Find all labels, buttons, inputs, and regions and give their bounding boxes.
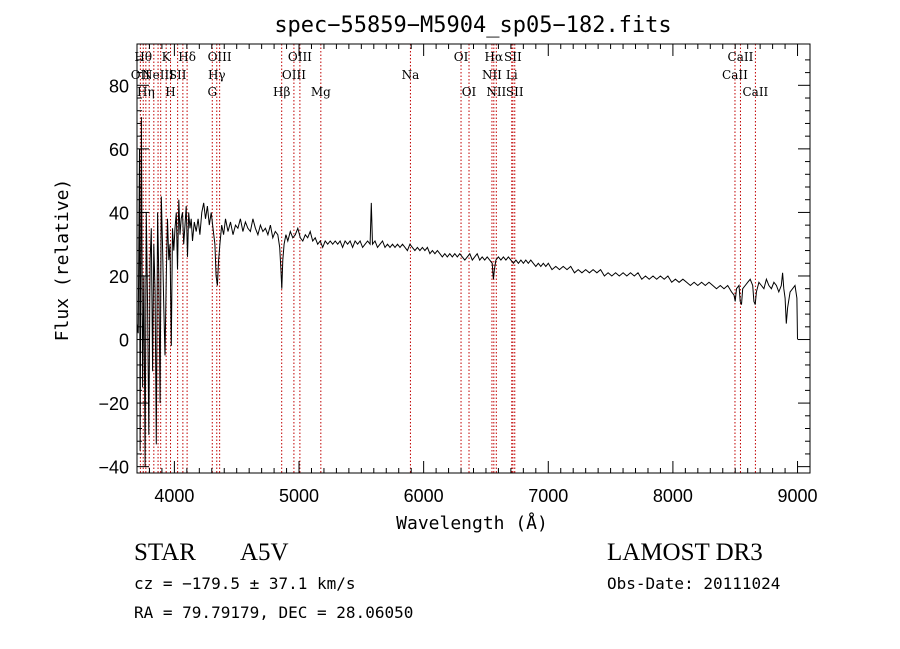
y-axis: −40 −20 0 20 40 60 80	[98, 59, 810, 478]
line-label: Li	[506, 68, 518, 82]
object-class: STAR	[134, 539, 196, 566]
observation-date: Obs-Date: 20111024	[607, 574, 781, 593]
line-label: SII	[504, 50, 522, 64]
x-tick-label: 9000	[778, 486, 818, 506]
spectrum-line	[136, 117, 798, 467]
y-tick-label: 20	[109, 267, 129, 287]
y-tick-label: −40	[98, 458, 129, 478]
line-label: OII	[131, 68, 151, 82]
line-label: Hγ	[208, 68, 226, 82]
x-tick-label: 5000	[279, 486, 319, 506]
y-tick-label: 80	[109, 76, 129, 96]
y-tick-label: −20	[98, 394, 129, 414]
object-subclass: A5V	[240, 539, 289, 566]
line-label: Na	[402, 68, 420, 82]
x-axis-label: Wavelength (Å)	[396, 512, 548, 534]
survey-name: LAMOST DR3	[607, 539, 763, 566]
line-label: Mg	[311, 85, 331, 99]
x-tick-label: 8000	[653, 486, 693, 506]
line-label: H	[165, 85, 175, 99]
line-label: CaII	[728, 50, 754, 64]
chart-title: spec−55859−M5904_sp05−182.fits	[274, 13, 671, 38]
line-labels: OII Hθ Hη NeIII K H SII Hδ G Hγ OIII Hβ OIII OIII Mg Na…	[131, 50, 769, 99]
x-axis: 4000 5000 6000 7000 8000 9000	[136, 44, 818, 506]
y-tick-label: 60	[109, 140, 129, 160]
y-tick-label: 40	[109, 203, 129, 223]
line-label: SII	[169, 68, 187, 82]
x-tick-label: 4000	[154, 486, 194, 506]
y-axis-label: Flux (relative)	[52, 179, 73, 342]
line-label: OI	[454, 50, 469, 64]
line-label: K	[162, 50, 172, 64]
line-label: SII	[506, 85, 524, 99]
line-label: Hβ	[273, 85, 290, 99]
line-label: NII	[482, 68, 502, 82]
line-label: Hδ	[178, 50, 196, 64]
x-tick-label: 6000	[404, 486, 444, 506]
x-tick-label: 7000	[528, 486, 568, 506]
line-label: CaII	[742, 85, 768, 99]
line-label: Hη	[137, 85, 155, 99]
coordinates: RA = 79.79179, DEC = 28.06050	[134, 603, 414, 622]
line-label: Hα	[485, 50, 504, 64]
line-label: OIII	[208, 50, 232, 64]
line-label: G	[207, 85, 217, 99]
line-label: OI	[462, 85, 477, 99]
line-label: NeIII	[142, 68, 174, 82]
line-label: CaII	[722, 68, 748, 82]
line-label: OIII	[282, 68, 306, 82]
y-tick-label: 0	[119, 331, 129, 351]
line-label: OIII	[288, 50, 312, 64]
line-label: Hθ	[134, 50, 152, 64]
line-label: NII	[486, 85, 506, 99]
redshift-velocity: cz = −179.5 ± 37.1 km/s	[134, 574, 356, 593]
line-markers	[139, 44, 756, 473]
